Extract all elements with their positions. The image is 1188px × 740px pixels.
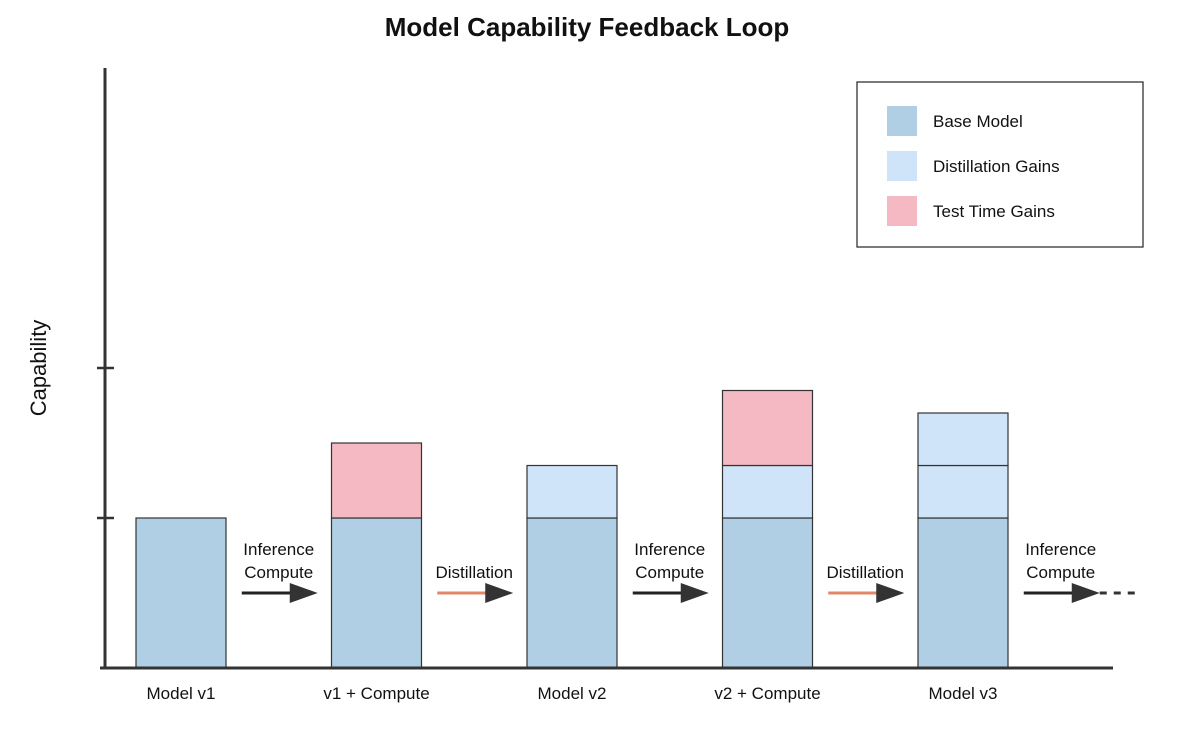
transition-label: Inference bbox=[1025, 540, 1096, 559]
bar-segment-test-time-gains bbox=[330, 442, 423, 519]
bar-segment-test-time-gains bbox=[721, 389, 814, 467]
legend-swatch bbox=[887, 106, 917, 136]
transition-label: Inference bbox=[243, 540, 314, 559]
x-tick-label: v1 + Compute bbox=[323, 684, 429, 703]
arrow-head-icon bbox=[485, 583, 514, 603]
bar-segment-distillation-gains bbox=[526, 464, 618, 519]
arrow-head-icon bbox=[680, 583, 709, 603]
legend-label: Distillation Gains bbox=[933, 157, 1060, 176]
transition-label: Compute bbox=[1026, 563, 1095, 582]
bar-segment-distillation-gains bbox=[917, 412, 1009, 467]
arrow-head-icon bbox=[289, 583, 318, 603]
bar-segment-base-model bbox=[330, 517, 423, 669]
transition-label: Distillation bbox=[827, 563, 904, 582]
transition-label: Distillation bbox=[436, 563, 513, 582]
bar-segment-base-model bbox=[526, 517, 618, 669]
transition-label: Inference bbox=[634, 540, 705, 559]
legend-label: Test Time Gains bbox=[933, 202, 1055, 221]
bar-segment-base-model bbox=[917, 517, 1009, 669]
legend-swatch bbox=[887, 151, 917, 181]
arrow-head-icon bbox=[1071, 583, 1100, 603]
transition-label: Compute bbox=[635, 563, 704, 582]
legend-swatch bbox=[887, 196, 917, 226]
chart-title: Model Capability Feedback Loop bbox=[385, 12, 790, 42]
x-tick-label: Model v3 bbox=[929, 684, 998, 703]
x-tick-label: v2 + Compute bbox=[714, 684, 820, 703]
legend-label: Base Model bbox=[933, 112, 1023, 131]
y-axis-label: Capability bbox=[26, 320, 51, 417]
bar-segment-base-model bbox=[721, 517, 814, 669]
arrow-head-icon bbox=[876, 583, 905, 603]
transition-label: Compute bbox=[244, 563, 313, 582]
x-tick-label: Model v1 bbox=[147, 684, 216, 703]
bar-segment-distillation-gains bbox=[917, 464, 1009, 519]
bar-segment-base-model bbox=[135, 517, 227, 669]
bar-segment-distillation-gains bbox=[721, 464, 814, 519]
x-tick-label: Model v2 bbox=[538, 684, 607, 703]
plot-area: Model v1 v1 + Compute Model v2 v2 + Compute… bbox=[97, 366, 1142, 703]
legend: Base Model Distillation Gains Test Time Ga… bbox=[856, 81, 1144, 248]
